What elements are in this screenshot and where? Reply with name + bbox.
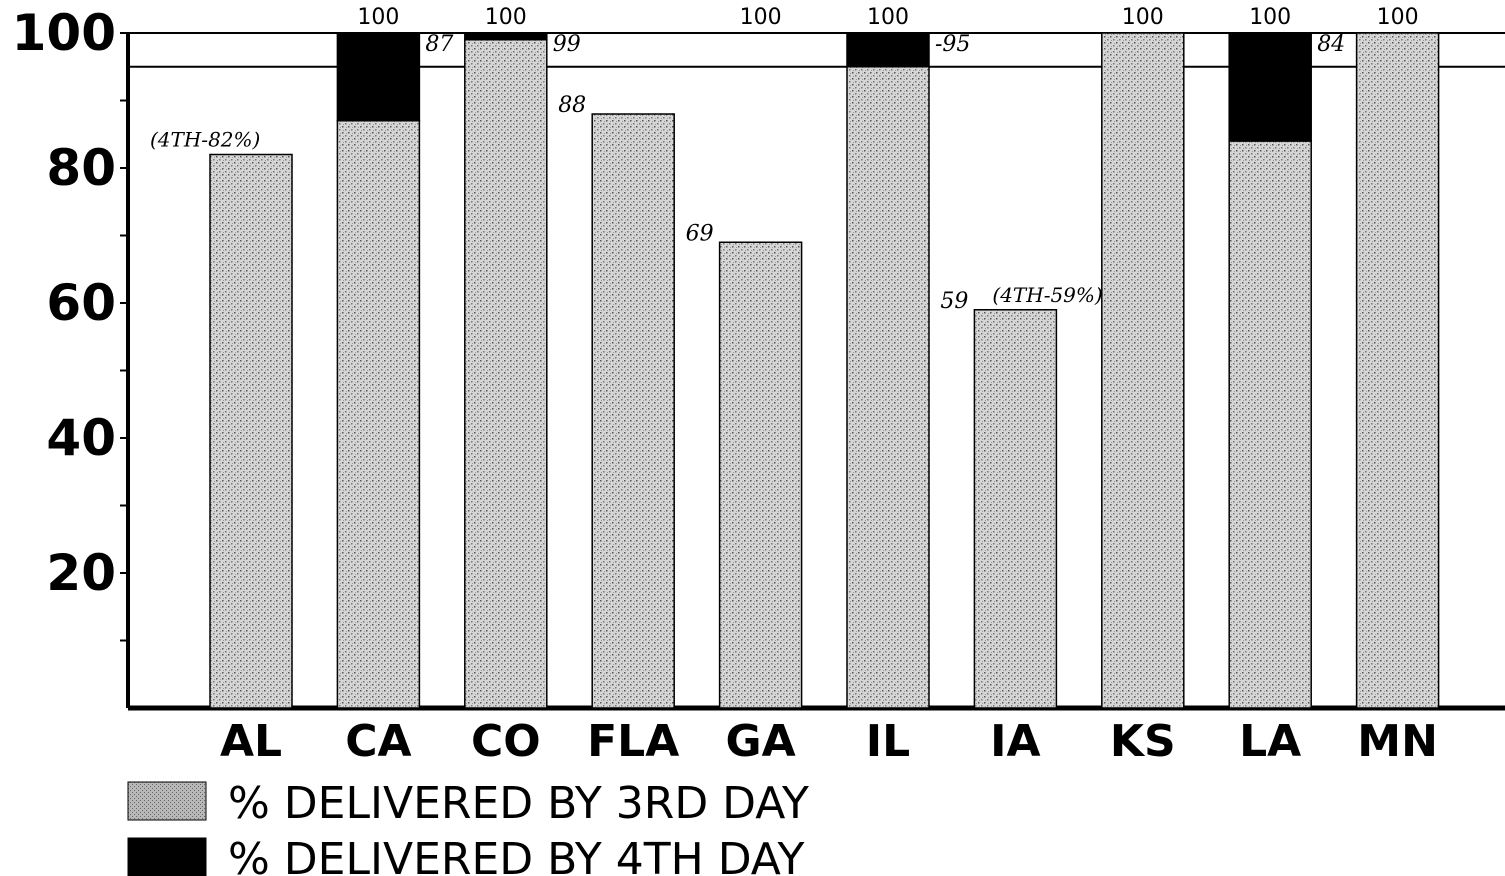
top-value-label: 100 bbox=[1249, 5, 1291, 30]
x-category-label: IL bbox=[866, 716, 910, 767]
bar-annotation: (4TH-59%) bbox=[992, 283, 1102, 307]
top-value-label: 100 bbox=[485, 5, 527, 30]
bar-3rd-day bbox=[1101, 32, 1185, 709]
y-tick-label: 40 bbox=[46, 409, 116, 467]
bar-4th-day bbox=[464, 32, 548, 41]
x-category-label: IA bbox=[990, 716, 1040, 767]
bar-3rd-day bbox=[209, 153, 293, 709]
bar-data-label: 88 bbox=[558, 93, 586, 118]
y-tick-label: 20 bbox=[46, 544, 116, 602]
top-value-label: 100 bbox=[357, 5, 399, 30]
y-tick-label: 60 bbox=[46, 274, 116, 332]
bar-3rd-day bbox=[718, 241, 803, 709]
x-category-label: FLA bbox=[587, 716, 679, 767]
bar-3rd-day bbox=[464, 39, 548, 709]
x-category-label: MN bbox=[1357, 716, 1438, 767]
bar-data-label: 99 bbox=[553, 32, 581, 57]
x-category-label: LA bbox=[1239, 716, 1301, 767]
bar-3rd-day bbox=[1355, 32, 1440, 709]
top-value-label: 100 bbox=[867, 5, 909, 30]
bar-data-label: -95 bbox=[935, 32, 970, 57]
legend-swatch bbox=[127, 781, 207, 821]
top-value-label: 100 bbox=[740, 5, 782, 30]
bar-3rd-day bbox=[1228, 140, 1312, 709]
bar-3rd-day bbox=[336, 120, 421, 709]
bar-3rd-day bbox=[973, 309, 1058, 709]
legend-label: % DELIVERED BY 3RD DAY bbox=[228, 778, 809, 829]
x-category-label: CO bbox=[471, 716, 541, 767]
chart-legend: % DELIVERED BY 3RD DAY % DELIVERED BY 4TH… bbox=[127, 778, 809, 876]
x-category-label: CA bbox=[345, 716, 411, 767]
bar-annotation: (4TH-82%) bbox=[150, 128, 260, 152]
bar-3rd-day bbox=[846, 66, 930, 709]
bar-3rd-day bbox=[591, 113, 675, 709]
x-category-label: KS bbox=[1110, 716, 1176, 767]
chart-bars bbox=[209, 32, 1440, 709]
y-tick-label: 100 bbox=[12, 4, 116, 62]
y-tick-label: 80 bbox=[46, 139, 116, 197]
bar-data-label: 59 bbox=[940, 289, 968, 314]
top-value-label: 100 bbox=[1377, 5, 1419, 30]
bar-data-label: 87 bbox=[425, 32, 453, 57]
bar-data-label: 69 bbox=[686, 221, 714, 246]
bar-data-label: 84 bbox=[1317, 32, 1345, 57]
bar-4th-day bbox=[1228, 32, 1312, 142]
x-category-label: GA bbox=[726, 716, 796, 767]
bar-4th-day bbox=[846, 32, 930, 68]
x-category-label: AL bbox=[220, 716, 282, 767]
legend-label: % DELIVERED BY 4TH DAY bbox=[228, 834, 804, 876]
bar-4th-day bbox=[336, 32, 421, 122]
legend-swatch bbox=[127, 837, 207, 876]
chart-labels: AL (4TH-82%) CA 100 87 CO 100 99 FLA 88 GA 100 69 IL 1… bbox=[150, 5, 1438, 767]
top-value-label: 100 bbox=[1122, 5, 1164, 30]
